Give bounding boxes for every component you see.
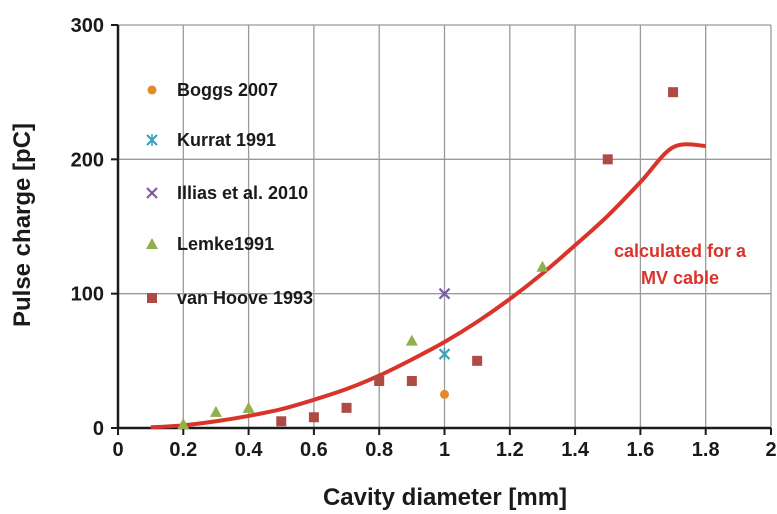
x-tick-label: 2 [765, 439, 776, 461]
data-point [536, 260, 549, 272]
x-axis-label: Cavity diameter [mm] [323, 484, 567, 511]
data-point [472, 355, 483, 366]
legend-item: van Hoove 1993 [147, 288, 313, 308]
axes [111, 24, 772, 435]
grid [118, 24, 772, 428]
data-point [668, 87, 679, 98]
data-point [308, 412, 319, 423]
data-point [276, 416, 287, 427]
legend-marker [146, 238, 158, 249]
curve-annotation-line-1: calculated for a [614, 241, 747, 261]
legend-item: Lemke1991 [146, 234, 274, 254]
data-point [177, 417, 190, 429]
legend-label: Lemke1991 [177, 234, 274, 254]
legend-label: Kurrat 1991 [177, 130, 276, 150]
x-stroke [146, 187, 158, 199]
legend-marker [146, 134, 158, 146]
legend-label: Illias et al. 2010 [177, 183, 308, 203]
tick-labels: 0 0.2 0.4 0.6 0.8 1 1.2 1.4 1.6 1.8 2 0 100 200 300 [71, 15, 777, 461]
data-point [602, 154, 613, 165]
data-point [438, 287, 451, 300]
data-point [374, 375, 385, 386]
data-point [406, 375, 417, 386]
x-tick-label: 1.2 [496, 439, 524, 461]
legend: Boggs 2007 Kurrat 1991 Illias et al. 2010 L… [146, 80, 313, 308]
data-point [405, 334, 418, 346]
y-tick-label: 200 [71, 149, 104, 171]
calculated-curve [150, 142, 706, 430]
x-tick-label: 1.8 [692, 439, 720, 461]
x-tick-label: 0.2 [169, 439, 197, 461]
legend-marker [146, 187, 158, 199]
legend-item: Illias et al. 2010 [146, 183, 308, 203]
data-point [438, 348, 451, 361]
data-point [341, 402, 352, 413]
legend-marker [147, 293, 157, 303]
data-point [440, 389, 449, 399]
legend-item: Boggs 2007 [147, 80, 278, 100]
x-tick-label: 1.6 [626, 439, 654, 461]
data-points [177, 87, 679, 429]
x-tick-label: 1.4 [561, 439, 590, 461]
y-tick-label: 100 [71, 284, 104, 306]
x-tick-label: 0.4 [235, 439, 264, 461]
legend-label: van Hoove 1993 [177, 288, 313, 308]
x-tick-label: 0.6 [300, 439, 328, 461]
y-axis-label: Pulse charge [pC] [9, 123, 36, 327]
x-tick-label: 0 [112, 439, 123, 461]
legend-marker [147, 85, 157, 95]
data-point [242, 401, 255, 413]
legend-item: Kurrat 1991 [146, 130, 276, 150]
x-stroke [438, 287, 451, 300]
x-tick-label: 1 [439, 439, 450, 461]
legend-label: Boggs 2007 [177, 80, 278, 100]
y-tick-label: 300 [71, 15, 104, 37]
y-tick-label: 0 [93, 418, 104, 440]
x-tick-label: 0.8 [365, 439, 393, 461]
data-point [209, 405, 222, 417]
curve-annotation-line-2: MV cable [641, 268, 719, 288]
